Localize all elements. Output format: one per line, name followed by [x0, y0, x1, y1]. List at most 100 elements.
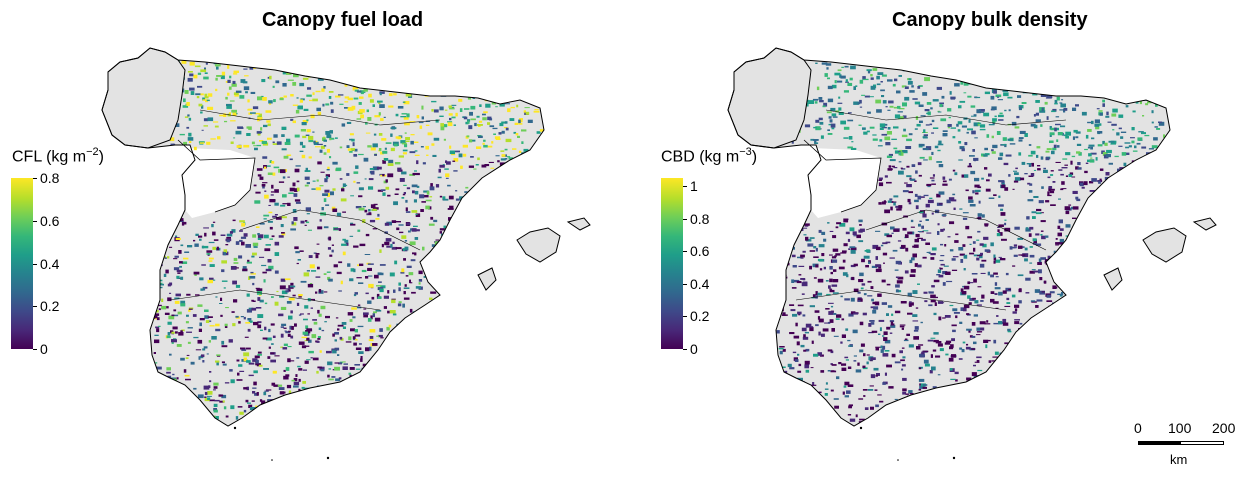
forest-pixel: [1071, 341, 1076, 344]
forest-pixel: [259, 421, 266, 424]
forest-pixel: [293, 217, 298, 221]
forest-pixel: [1084, 223, 1089, 226]
forest-pixel: [467, 96, 472, 100]
forest-pixel: [1144, 201, 1147, 204]
forest-pixel: [818, 391, 822, 394]
forest-pixel: [519, 218, 524, 222]
forest-pixel: [1029, 262, 1033, 264]
forest-pixel: [948, 197, 955, 201]
forest-pixel: [962, 212, 969, 214]
forest-pixel: [1118, 419, 1121, 424]
forest-pixel: [502, 338, 506, 341]
forest-pixel: [307, 229, 312, 231]
forest-pixel: [186, 102, 190, 106]
forest-pixel: [985, 188, 991, 192]
portugal-area: [808, 148, 881, 218]
forest-pixel: [261, 264, 267, 267]
forest-pixel: [166, 367, 171, 371]
forest-pixel: [1156, 93, 1159, 97]
forest-pixel: [466, 135, 470, 138]
forest-pixel: [1062, 325, 1068, 328]
forest-pixel: [338, 290, 342, 292]
forest-pixel: [847, 384, 854, 387]
forest-pixel: [514, 122, 518, 125]
forest-pixel: [1156, 128, 1161, 130]
forest-pixel: [358, 187, 364, 191]
forest-pixel: [1041, 186, 1044, 189]
forest-pixel: [1029, 226, 1034, 230]
forest-pixel: [220, 75, 225, 80]
forest-pixel: [846, 390, 851, 394]
forest-pixel: [1072, 381, 1078, 384]
forest-pixel: [884, 136, 891, 141]
forest-pixel: [1072, 65, 1078, 68]
forest-pixel: [793, 394, 798, 398]
forest-pixel: [545, 151, 551, 154]
forest-pixel: [325, 103, 330, 106]
forest-pixel: [870, 374, 876, 379]
forest-pixel: [970, 282, 974, 284]
forest-pixel: [937, 396, 942, 401]
forest-pixel: [1120, 243, 1126, 247]
forest-pixel: [1136, 78, 1141, 82]
forest-pixel: [464, 325, 467, 328]
forest-pixel: [1168, 300, 1170, 303]
forest-pixel: [401, 235, 407, 239]
forest-pixel: [153, 389, 157, 392]
forest-pixel: [1132, 339, 1138, 342]
forest-pixel: [843, 243, 848, 247]
forest-pixel: [397, 378, 402, 381]
forest-pixel: [936, 274, 941, 276]
forest-pixel: [1012, 311, 1017, 314]
forest-pixel: [493, 222, 498, 226]
forest-pixel: [967, 404, 973, 407]
forest-pixel: [179, 133, 185, 136]
forest-pixel: [263, 279, 266, 283]
forest-pixel: [495, 327, 499, 330]
forest-pixel: [1040, 257, 1046, 260]
forest-pixel: [390, 332, 396, 335]
forest-pixel: [1040, 124, 1043, 127]
forest-pixel: [450, 374, 453, 377]
forest-pixel: [307, 283, 314, 288]
forest-pixel: [439, 247, 443, 251]
forest-pixel: [480, 409, 485, 412]
forest-pixel: [1083, 387, 1087, 390]
forest-pixel: [359, 343, 362, 345]
forest-pixel: [199, 277, 204, 281]
forest-pixel: [213, 389, 216, 391]
forest-pixel: [223, 252, 227, 256]
forest-pixel: [1100, 257, 1104, 262]
forest-pixel: [337, 324, 344, 327]
forest-pixel: [274, 241, 280, 246]
forest-pixel: [344, 184, 348, 187]
forest-pixel: [967, 295, 971, 299]
forest-pixel: [1008, 378, 1015, 381]
forest-pixel: [529, 424, 534, 426]
forest-pixel: [824, 393, 828, 396]
forest-pixel: [498, 269, 503, 273]
forest-pixel: [533, 299, 539, 304]
forest-pixel: [299, 99, 303, 103]
forest-pixel: [157, 250, 162, 254]
forest-pixel: [204, 93, 208, 98]
forest-pixel: [430, 375, 436, 379]
forest-pixel: [796, 281, 802, 284]
forest-pixel: [1135, 285, 1139, 289]
forest-pixel: [885, 106, 888, 108]
forest-pixel: [1106, 149, 1112, 154]
forest-pixel: [968, 329, 971, 333]
forest-pixel: [1102, 103, 1105, 107]
forest-pixel: [1165, 386, 1170, 388]
forest-pixel: [976, 377, 981, 381]
forest-pixel: [1015, 339, 1020, 342]
forest-pixel: [520, 218, 525, 220]
forest-pixel: [889, 257, 895, 259]
forest-pixel: [998, 180, 1004, 183]
forest-pixel: [431, 311, 436, 314]
forest-pixel: [502, 260, 507, 263]
forest-pixel: [303, 416, 308, 418]
forest-pixel: [206, 250, 213, 253]
forest-pixel: [327, 374, 330, 378]
forest-pixel: [517, 412, 522, 416]
